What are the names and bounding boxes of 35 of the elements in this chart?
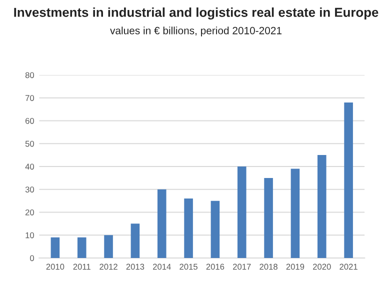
- y-tick-label: 40: [25, 164, 34, 170]
- y-tick-label: 70: [26, 95, 34, 101]
- x-tick-label: 2011: [73, 264, 90, 270]
- bar: [157, 189, 166, 258]
- bar: [77, 237, 86, 258]
- chart-subtitle: values in € billions, period 2010-2021: [110, 26, 282, 36]
- y-tick-label: 50: [25, 140, 34, 147]
- x-tick-label: 2015: [180, 264, 198, 270]
- y-tick-label: 0: [30, 255, 34, 262]
- x-tick-label: 2018: [260, 264, 278, 270]
- x-tick-label: 2013: [126, 264, 144, 270]
- chart-title: Investments in industrial and logistics real estate in Europe: [14, 7, 378, 20]
- bar: [237, 166, 246, 258]
- x-tick-label: 2014: [153, 264, 171, 270]
- bar: [104, 235, 113, 258]
- x-tick-label: 2019: [286, 264, 304, 270]
- x-tick-label: 2010: [46, 264, 64, 270]
- y-tick-label: 20: [25, 209, 34, 216]
- y-tick-label: 60: [25, 118, 34, 124]
- y-tick-label: 80: [25, 72, 34, 78]
- y-tick-label: 30: [25, 186, 34, 192]
- bar: [264, 178, 273, 258]
- x-tick-label: 2017: [233, 264, 251, 270]
- bar: [344, 102, 353, 258]
- bar: [50, 237, 60, 258]
- x-tick-label: 2012: [100, 264, 118, 270]
- x-tick-label: 2021: [340, 264, 358, 270]
- x-tick-label: 2016: [206, 264, 224, 270]
- bar: [130, 224, 140, 258]
- y-tick-label: 10: [26, 232, 34, 238]
- bar: [184, 198, 193, 258]
- bar: [290, 168, 300, 258]
- bar: [317, 155, 326, 258]
- bar: [210, 200, 220, 258]
- x-tick-label: 2020: [313, 264, 331, 270]
